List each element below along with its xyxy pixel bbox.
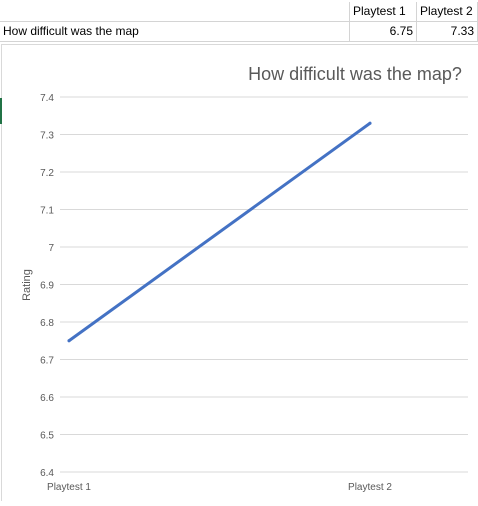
y-tick-label: 6.7 bbox=[40, 356, 54, 367]
line-chart: How difficult was the map? 6.46.56.66.76… bbox=[21, 64, 468, 493]
data-cell-playtest-1[interactable]: 6.75 bbox=[350, 22, 417, 42]
y-axis-ticks: 6.4 6.5 6.6 6.7 6.8 6.9 7 7.1 7.2 7.3 7.4 bbox=[40, 93, 54, 479]
header-cell-playtest-2[interactable]: Playtest 2 bbox=[417, 2, 478, 22]
y-tick-label: 6.9 bbox=[40, 281, 54, 292]
header-row-label-cell[interactable] bbox=[0, 2, 350, 22]
y-tick-label: 7.4 bbox=[40, 93, 54, 104]
header-row: Playtest 1 Playtest 2 bbox=[0, 2, 478, 22]
y-tick-label: 7.1 bbox=[40, 206, 54, 217]
selection-marker bbox=[0, 98, 2, 124]
series-group bbox=[67, 121, 372, 343]
y-tick-label: 7.3 bbox=[40, 131, 54, 142]
header-cell-playtest-1[interactable]: Playtest 1 bbox=[350, 2, 417, 22]
y-tick-label: 6.8 bbox=[40, 318, 54, 329]
y-tick-label: 6.4 bbox=[40, 468, 54, 479]
series-line[interactable] bbox=[67, 121, 372, 343]
y-tick-label: 6.5 bbox=[40, 431, 54, 442]
y-tick-label: 7.2 bbox=[40, 168, 54, 179]
data-point[interactable] bbox=[67, 339, 71, 343]
x-axis-ticks: Playtest 1 Playtest 2 bbox=[47, 482, 392, 493]
data-point[interactable] bbox=[368, 121, 372, 125]
chart-area[interactable]: How difficult was the map? 6.4 6.5 6.6 6.7 6… bbox=[1, 44, 478, 501]
y-axis-label: Rating bbox=[21, 269, 33, 301]
data-row-label-cell[interactable]: How difficult was the map bbox=[0, 22, 350, 42]
x-tick-label: Playtest 2 bbox=[348, 482, 392, 493]
chart-title: How difficult was the map? bbox=[248, 64, 462, 84]
gridlines bbox=[60, 96, 468, 473]
x-tick-label: Playtest 1 bbox=[47, 482, 91, 493]
data-row: How difficult was the map 6.75 7.33 bbox=[0, 22, 478, 42]
spreadsheet-strip: Playtest 1 Playtest 2 How difficult was … bbox=[0, 0, 478, 44]
y-tick-label: 7 bbox=[48, 243, 54, 254]
y-tick-label: 6.6 bbox=[40, 393, 54, 404]
data-cell-playtest-2[interactable]: 7.33 bbox=[417, 22, 478, 42]
